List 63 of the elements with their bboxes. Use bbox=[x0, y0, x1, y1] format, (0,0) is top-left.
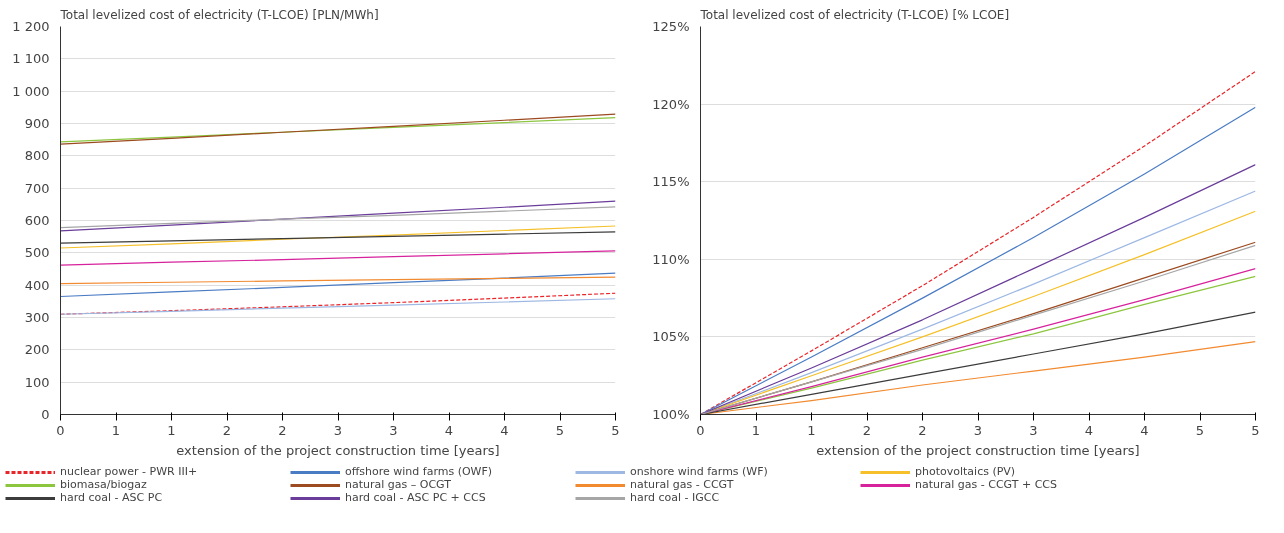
x-axis-title: extension of the project construction time [years] bbox=[816, 442, 1140, 458]
legend-label: onshore wind farms (WF) bbox=[630, 465, 769, 478]
x-tick-label: 5 bbox=[1251, 422, 1260, 438]
x-tick-label: 0 bbox=[56, 422, 65, 438]
x-tick-label: 1 bbox=[751, 422, 761, 438]
x-tick-label: 2 bbox=[222, 422, 232, 438]
y-tick-label: 100 bbox=[24, 374, 50, 390]
legend-label: hard coal - IGCC bbox=[630, 491, 721, 504]
x-tick-label: 0 bbox=[696, 422, 705, 438]
y-tick-label: 125% bbox=[652, 19, 690, 34]
x-tick-label: 4 bbox=[444, 422, 454, 438]
y-tick-label: 700 bbox=[24, 180, 50, 196]
x-tick-label: 3 bbox=[973, 422, 983, 438]
x-tick-label: 1 bbox=[807, 422, 816, 438]
x-tick-label: 5 bbox=[1195, 422, 1205, 438]
y-tick-label: 200 bbox=[24, 342, 50, 358]
x-axis-title: extension of the project construction time [years] bbox=[176, 442, 500, 458]
line-series bbox=[60, 206, 616, 229]
chart-title: Total levelized cost of electricity (T-LCOE) [PLN/MWh] bbox=[59, 7, 379, 22]
line-series bbox=[60, 298, 616, 315]
line-series bbox=[60, 276, 616, 285]
y-tick-label: 105% bbox=[652, 329, 690, 345]
x-tick-label: 4 bbox=[500, 422, 509, 438]
x-tick-label: 4 bbox=[1084, 422, 1094, 438]
x-tick-label: 3 bbox=[1029, 422, 1038, 438]
legend-label: natural gas - CCGT + CCS bbox=[915, 478, 1058, 491]
y-tick-label: 400 bbox=[24, 277, 50, 293]
line-series bbox=[60, 225, 616, 249]
x-tick-label: 3 bbox=[333, 422, 343, 438]
legend-label: photovoltaics (PV) bbox=[915, 465, 1017, 478]
x-tick-label: 3 bbox=[389, 422, 398, 438]
line-series bbox=[60, 200, 616, 232]
legend-label: hard coal - ASC PC bbox=[60, 491, 164, 504]
legend-label: offshore wind farms (OWF) bbox=[345, 465, 494, 478]
y-tick-label: 120% bbox=[652, 96, 690, 112]
x-tick-label: 5 bbox=[611, 422, 620, 438]
y-tick-label: 110% bbox=[652, 251, 690, 267]
legend-label: nuclear power - PWR III+ bbox=[60, 465, 199, 478]
y-tick-label: 1 100 bbox=[12, 51, 50, 67]
y-tick-label: 900 bbox=[24, 116, 50, 131]
legend-label: natural gas – OCGT bbox=[345, 478, 452, 491]
y-tick-label: 1 000 bbox=[12, 83, 50, 99]
y-tick-label: 600 bbox=[24, 213, 50, 228]
y-tick-label: 115% bbox=[652, 174, 690, 190]
line-series bbox=[60, 272, 616, 298]
y-tick-label: 100% bbox=[652, 407, 690, 422]
x-tick-label: 2 bbox=[918, 422, 927, 438]
legend-label: hard coal - ASC PC + CCS bbox=[345, 491, 487, 504]
x-tick-label: 4 bbox=[1140, 422, 1149, 438]
chart-title: Total levelized cost of electricity (T-LCOE) [% LCOE] bbox=[699, 7, 1010, 22]
x-tick-label: 2 bbox=[278, 422, 287, 438]
y-tick-label: 300 bbox=[24, 310, 50, 325]
y-tick-label: 1 200 bbox=[12, 19, 50, 34]
y-tick-label: 500 bbox=[24, 245, 50, 261]
x-tick-label: 1 bbox=[167, 422, 176, 438]
x-tick-label: 5 bbox=[555, 422, 565, 438]
y-tick-label: 0 bbox=[41, 407, 50, 422]
legend-label: natural gas - CCGT bbox=[630, 478, 735, 491]
y-tick-label: 800 bbox=[24, 148, 50, 164]
x-tick-label: 2 bbox=[862, 422, 872, 438]
line-series bbox=[60, 250, 616, 266]
x-tick-label: 1 bbox=[111, 422, 121, 438]
legend-label: biomasa/biogaz bbox=[60, 478, 148, 491]
